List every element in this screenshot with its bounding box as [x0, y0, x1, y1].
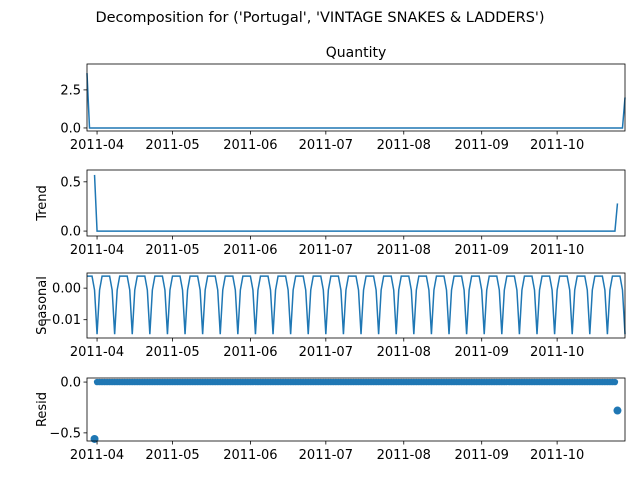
trend-x-tick-label: 2011-07: [299, 243, 353, 258]
seasonal-x-tick-label: 2011-04: [70, 345, 124, 360]
trend-series-line: [93, 174, 619, 232]
trend-y-tick-label: 0.0: [60, 225, 81, 240]
resid-x-tick-label: 2011-07: [299, 448, 353, 463]
trend-x-tick-label: 2011-08: [377, 243, 431, 258]
observed-y-tick-label: 2.5: [60, 83, 81, 98]
resid-point: [611, 378, 619, 386]
resid-axes-frame: [86, 377, 626, 442]
observed-y-tick-label: 0.0: [60, 121, 81, 136]
seasonal-y-axis-label: Seasonal: [35, 276, 50, 335]
panel-observed: 0.0 2.5 2011-04 2011-05 2011-06 2011-07 2011-0…: [60, 45, 626, 153]
seasonal-x-tick-label: 2011-10: [530, 345, 584, 360]
panel-trend: 0.0 0.5 2011-04 2011-05 2011-06 2011-07 2011-0…: [35, 169, 626, 258]
observed-panel-title: Quantity: [326, 45, 387, 61]
seasonal-x-tick-label: 2011-06: [223, 345, 277, 360]
resid-x-tick-label: 2011-04: [70, 448, 124, 463]
seasonal-x-tick-label: 2011-05: [145, 345, 199, 360]
trend-y-axis-label: Trend: [35, 185, 50, 222]
trend-x-tick-label: 2011-05: [145, 243, 199, 258]
figure-suptitle: Decomposition for ('Portugal', 'VINTAGE …: [95, 10, 544, 26]
seasonal-series-line: [87, 275, 626, 335]
resid-x-tick-label: 2011-06: [223, 448, 277, 463]
panel-resid: 0.0 −0.5 2011-04 2011-05 2011-06 2011-07 2011-…: [35, 376, 626, 463]
observed-axes-frame: [86, 63, 626, 132]
seasonal-y-tick-label: 0.00: [52, 282, 81, 297]
seasonal-x-tick-label: 2011-07: [299, 345, 353, 360]
observed-x-tick-label: 2011-05: [145, 138, 199, 153]
observed-series-line: [86, 73, 626, 129]
decomposition-panels: 0.0 2.5 2011-04 2011-05 2011-06 2011-07 2011-0…: [35, 45, 626, 463]
observed-x-tick-label: 2011-10: [530, 138, 584, 153]
observed-x-tick-label: 2011-06: [223, 138, 277, 153]
seasonal-x-tick-label: 2011-08: [377, 345, 431, 360]
resid-x-tick-label: 2011-10: [530, 448, 584, 463]
seasonal-y-tick-label: −0.01: [41, 313, 81, 328]
trend-x-tick-label: 2011-10: [530, 243, 584, 258]
observed-x-tick-label: 2011-09: [455, 138, 509, 153]
resid-y-tick-label: 0.0: [60, 376, 81, 391]
resid-x-tick-label: 2011-05: [145, 448, 199, 463]
seasonal-axes-frame: [86, 272, 626, 339]
resid-point: [613, 406, 622, 415]
observed-x-tick-label: 2011-07: [299, 138, 353, 153]
resid-y-axis-label: Resid: [35, 392, 50, 427]
observed-x-tick-label: 2011-08: [377, 138, 431, 153]
observed-x-tick-label: 2011-04: [70, 138, 124, 153]
panel-seasonal: 0.00 −0.01 2011-04 2011-05 2011-06 2011-07 201…: [35, 272, 626, 360]
trend-x-tick-label: 2011-09: [455, 243, 509, 258]
trend-y-tick-label: 0.5: [60, 175, 81, 190]
trend-x-tick-label: 2011-06: [223, 243, 277, 258]
resid-baseline-markers: [93, 378, 619, 386]
trend-axes-frame: [86, 169, 626, 237]
resid-x-tick-label: 2011-08: [377, 448, 431, 463]
trend-x-tick-label: 2011-04: [70, 243, 124, 258]
resid-x-tick-label: 2011-09: [455, 448, 509, 463]
seasonal-x-tick-label: 2011-09: [455, 345, 509, 360]
resid-y-tick-label: −0.5: [49, 426, 81, 441]
